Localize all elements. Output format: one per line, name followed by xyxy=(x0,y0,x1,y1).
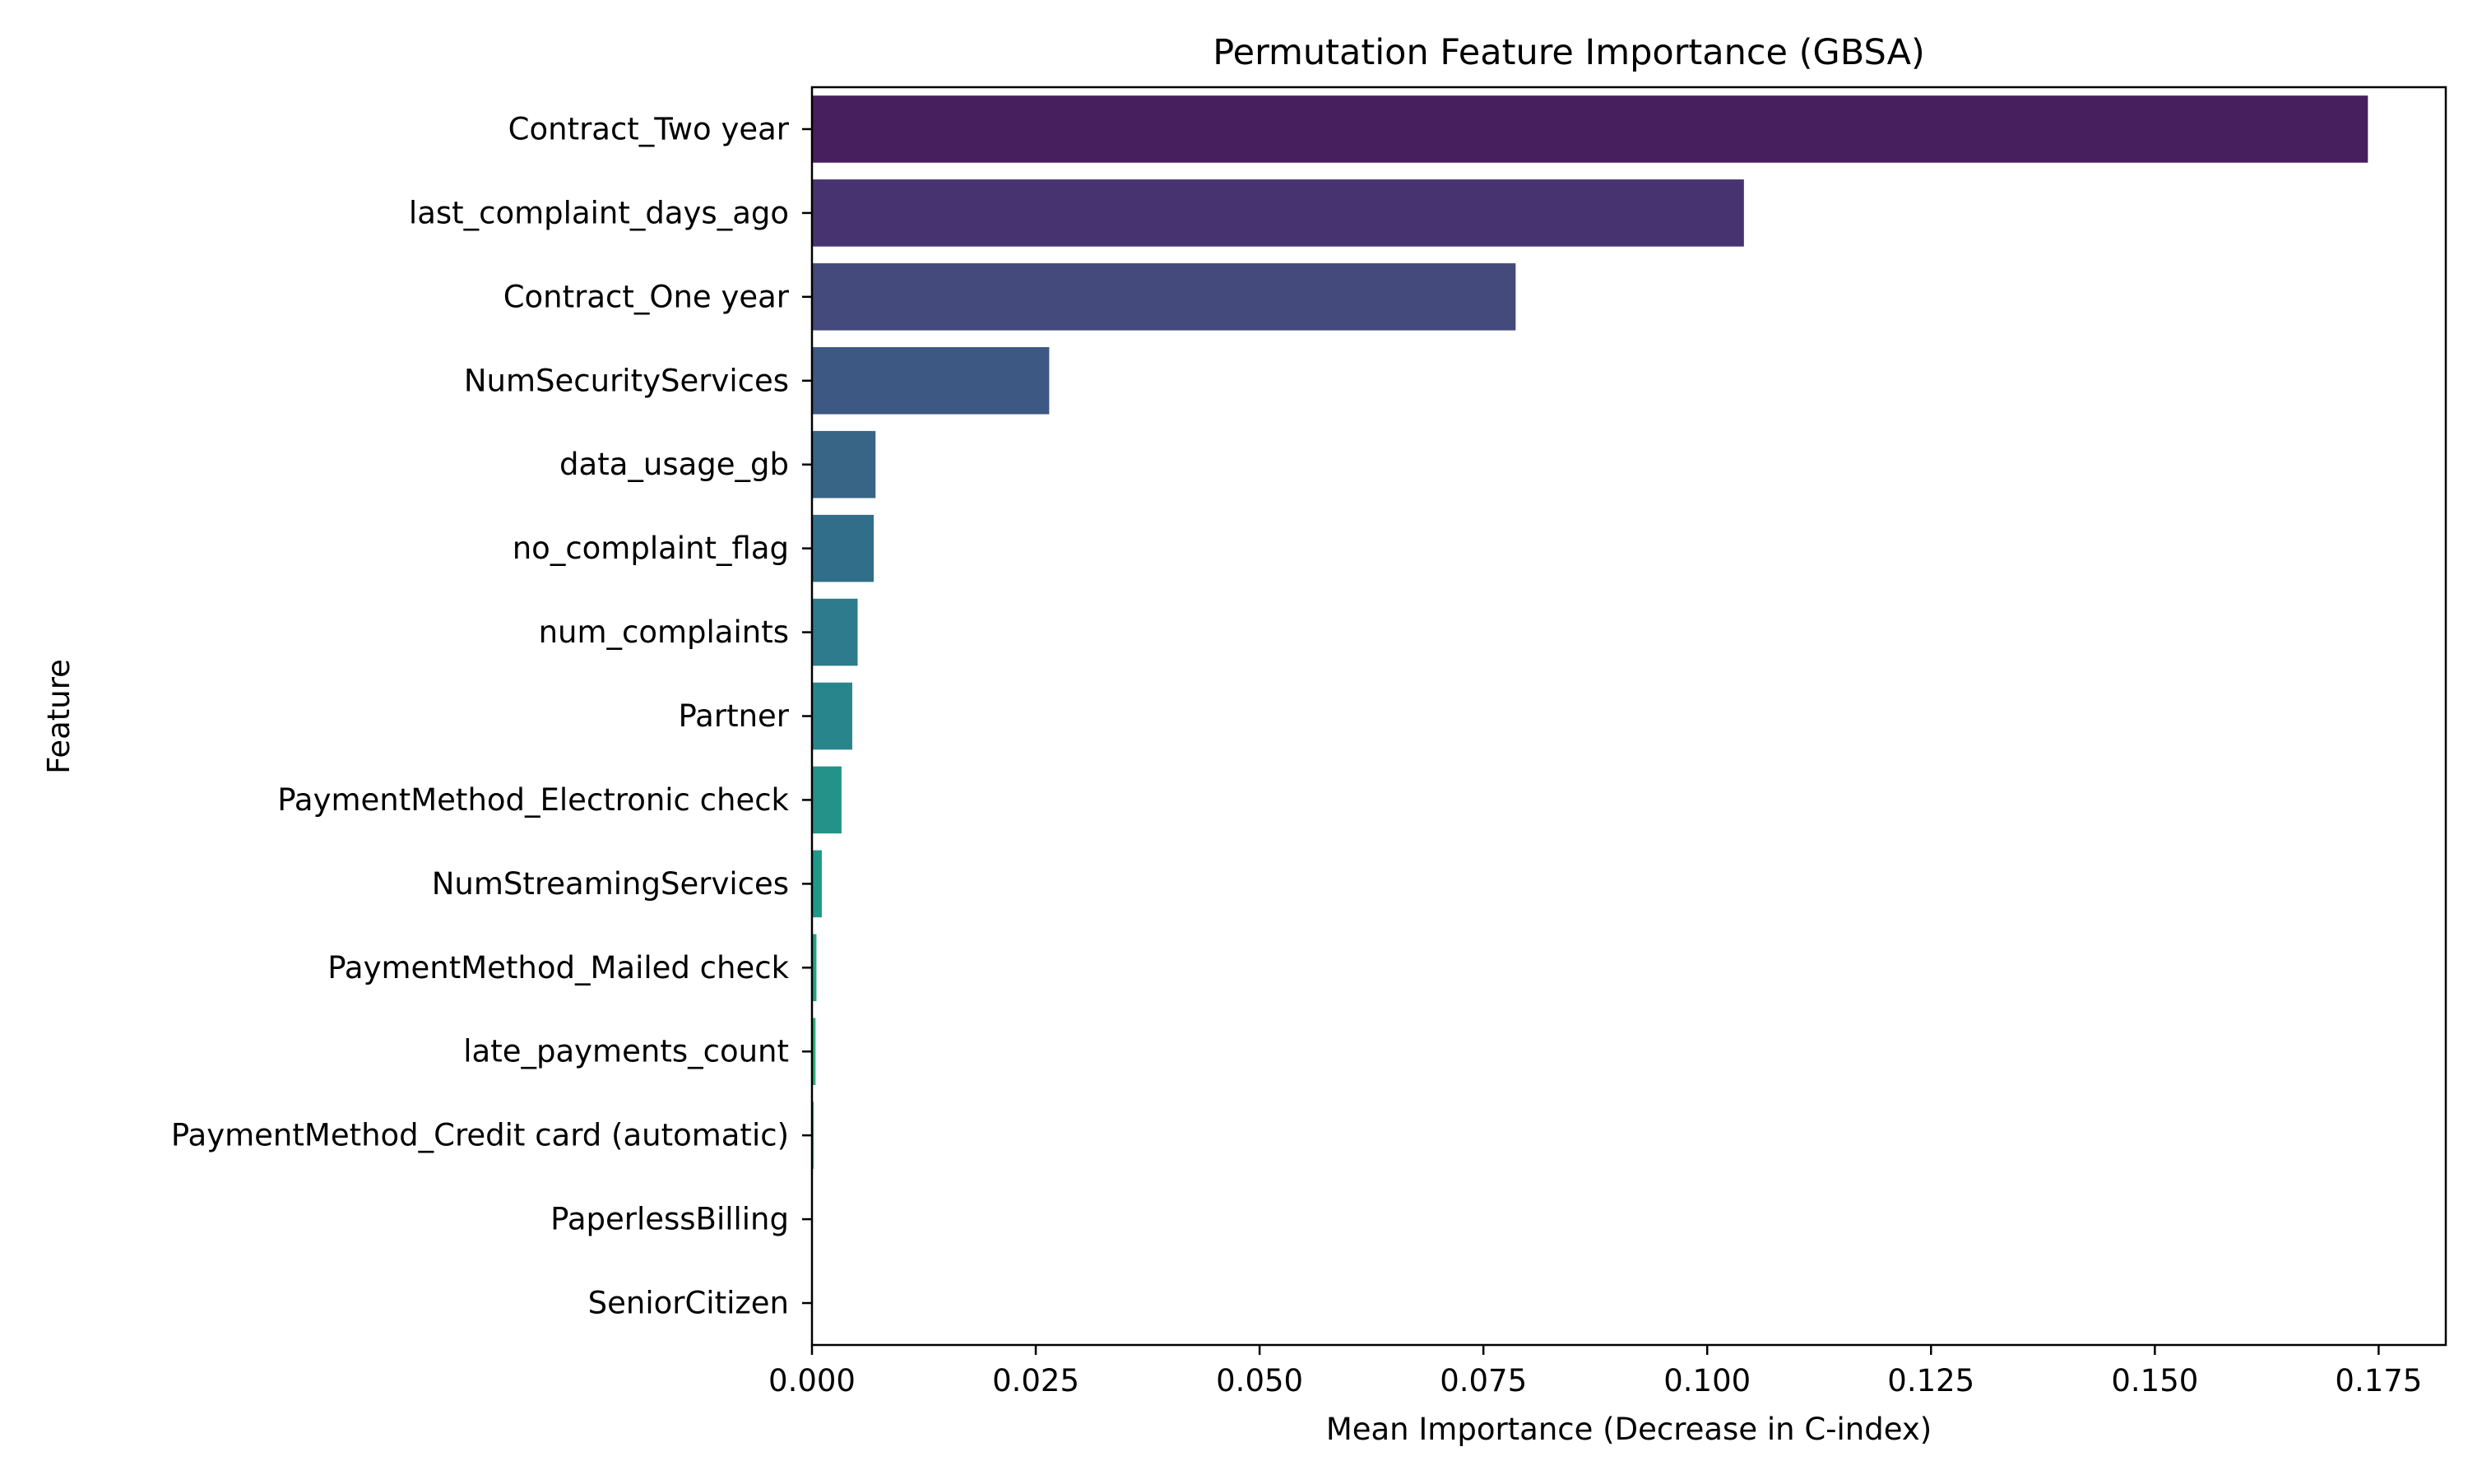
x-tick-label: 0.050 xyxy=(1216,1363,1303,1398)
bar xyxy=(812,346,1050,415)
plot-frame xyxy=(810,86,2447,1347)
y-tick-label: Partner xyxy=(679,698,790,734)
bar xyxy=(812,95,2368,163)
bars-group xyxy=(812,95,2368,1169)
y-tick-label: PaymentMethod_Electronic check xyxy=(277,782,789,818)
y-tick-label: NumStreamingServices xyxy=(432,866,789,902)
y-tick-label: Contract_Two year xyxy=(508,111,790,146)
bar xyxy=(812,179,1744,247)
bar xyxy=(812,1018,816,1086)
x-axis-ticks: 0.000 0.025 0.050 0.075 0.100 0.125 0.150 0.175 xyxy=(768,1345,2422,1398)
x-tick-label: 0.000 xyxy=(768,1363,856,1398)
y-tick-label: last_complaint_days_ago xyxy=(409,195,789,230)
y-axis-label: Feature xyxy=(41,659,77,774)
x-tick-label: 0.100 xyxy=(1663,1363,1751,1398)
y-tick-label: Contract_One year xyxy=(503,279,790,314)
bar xyxy=(812,514,874,582)
chart-title: Permutation Feature Importance (GBSA) xyxy=(1213,32,1925,73)
x-tick-label: 0.125 xyxy=(1887,1363,1974,1398)
bar xyxy=(812,598,858,666)
y-tick-label: num_complaints xyxy=(539,614,789,650)
y-tick-labels: Contract_Two year last_complaint_days_ago… xyxy=(171,111,812,1321)
bar xyxy=(812,766,842,834)
bar xyxy=(812,934,817,1002)
y-tick-label: SeniorCitizen xyxy=(588,1286,789,1321)
x-tick-label: 0.075 xyxy=(1440,1363,1527,1398)
y-tick-label: PaymentMethod_Credit card (automatic) xyxy=(171,1118,789,1153)
y-tick-label: no_complaint_flag xyxy=(513,531,789,566)
x-axis-label: Mean Importance (Decrease in C-index) xyxy=(1326,1412,1932,1447)
y-tick-label: PaymentMethod_Mailed check xyxy=(327,950,789,985)
x-tick-label: 0.150 xyxy=(2111,1363,2198,1398)
bar xyxy=(812,263,1516,331)
bar xyxy=(812,682,852,750)
x-tick-label: 0.025 xyxy=(992,1363,1079,1398)
y-tick-label: NumSecurityServices xyxy=(464,363,789,398)
y-tick-label: PaperlessBilling xyxy=(550,1202,789,1237)
x-tick-label: 0.175 xyxy=(2335,1363,2422,1398)
y-tick-label: data_usage_gb xyxy=(559,447,789,482)
y-tick-label: late_payments_count xyxy=(463,1034,789,1069)
bar xyxy=(812,850,822,918)
bar xyxy=(812,430,876,499)
